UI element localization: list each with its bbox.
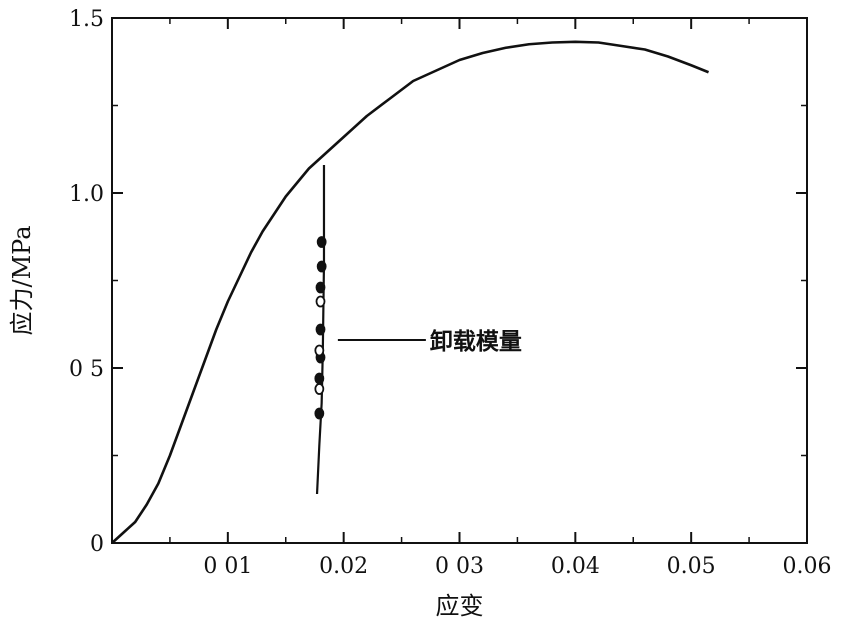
plot-frame — [111, 17, 808, 544]
x-axis-title: 应变 — [436, 592, 484, 620]
hollow-data-point — [315, 295, 326, 308]
filled-data-point — [315, 281, 326, 294]
axis-tick-labels: 0 01 0.02 0 03 0.04 0.05 0.06 0 0 5 1.0 1.5 — [69, 7, 831, 579]
axis-ticks — [112, 17, 808, 544]
filled-data-point — [315, 323, 326, 336]
annotation-label: 卸载模量 — [430, 328, 522, 355]
y-tick-label: 0 5 — [69, 357, 104, 382]
filled-data-point — [314, 372, 325, 385]
filled-data-point — [316, 236, 327, 248]
y-tick-label: 0 — [90, 532, 104, 557]
hollow-data-point — [314, 344, 325, 357]
y-tick-label: 1.5 — [69, 7, 104, 32]
filled-data-point — [316, 260, 327, 273]
y-axis-title: 应力/MPa — [8, 225, 36, 335]
x-tick-label: 0 03 — [435, 554, 484, 579]
stress-strain-curve — [111, 40, 710, 544]
y-tick-label: 1.0 — [69, 182, 104, 207]
x-tick-label: 0.06 — [783, 554, 832, 579]
hollow-data-point — [314, 383, 325, 395]
x-tick-label: 0.02 — [319, 554, 368, 579]
x-tick-label: 0.05 — [667, 554, 716, 579]
x-tick-label: 0.04 — [551, 554, 600, 579]
series-layer — [111, 40, 710, 544]
x-tick-label: 0 01 — [203, 554, 252, 579]
marker-layer — [314, 236, 327, 420]
filled-data-point — [314, 407, 325, 420]
